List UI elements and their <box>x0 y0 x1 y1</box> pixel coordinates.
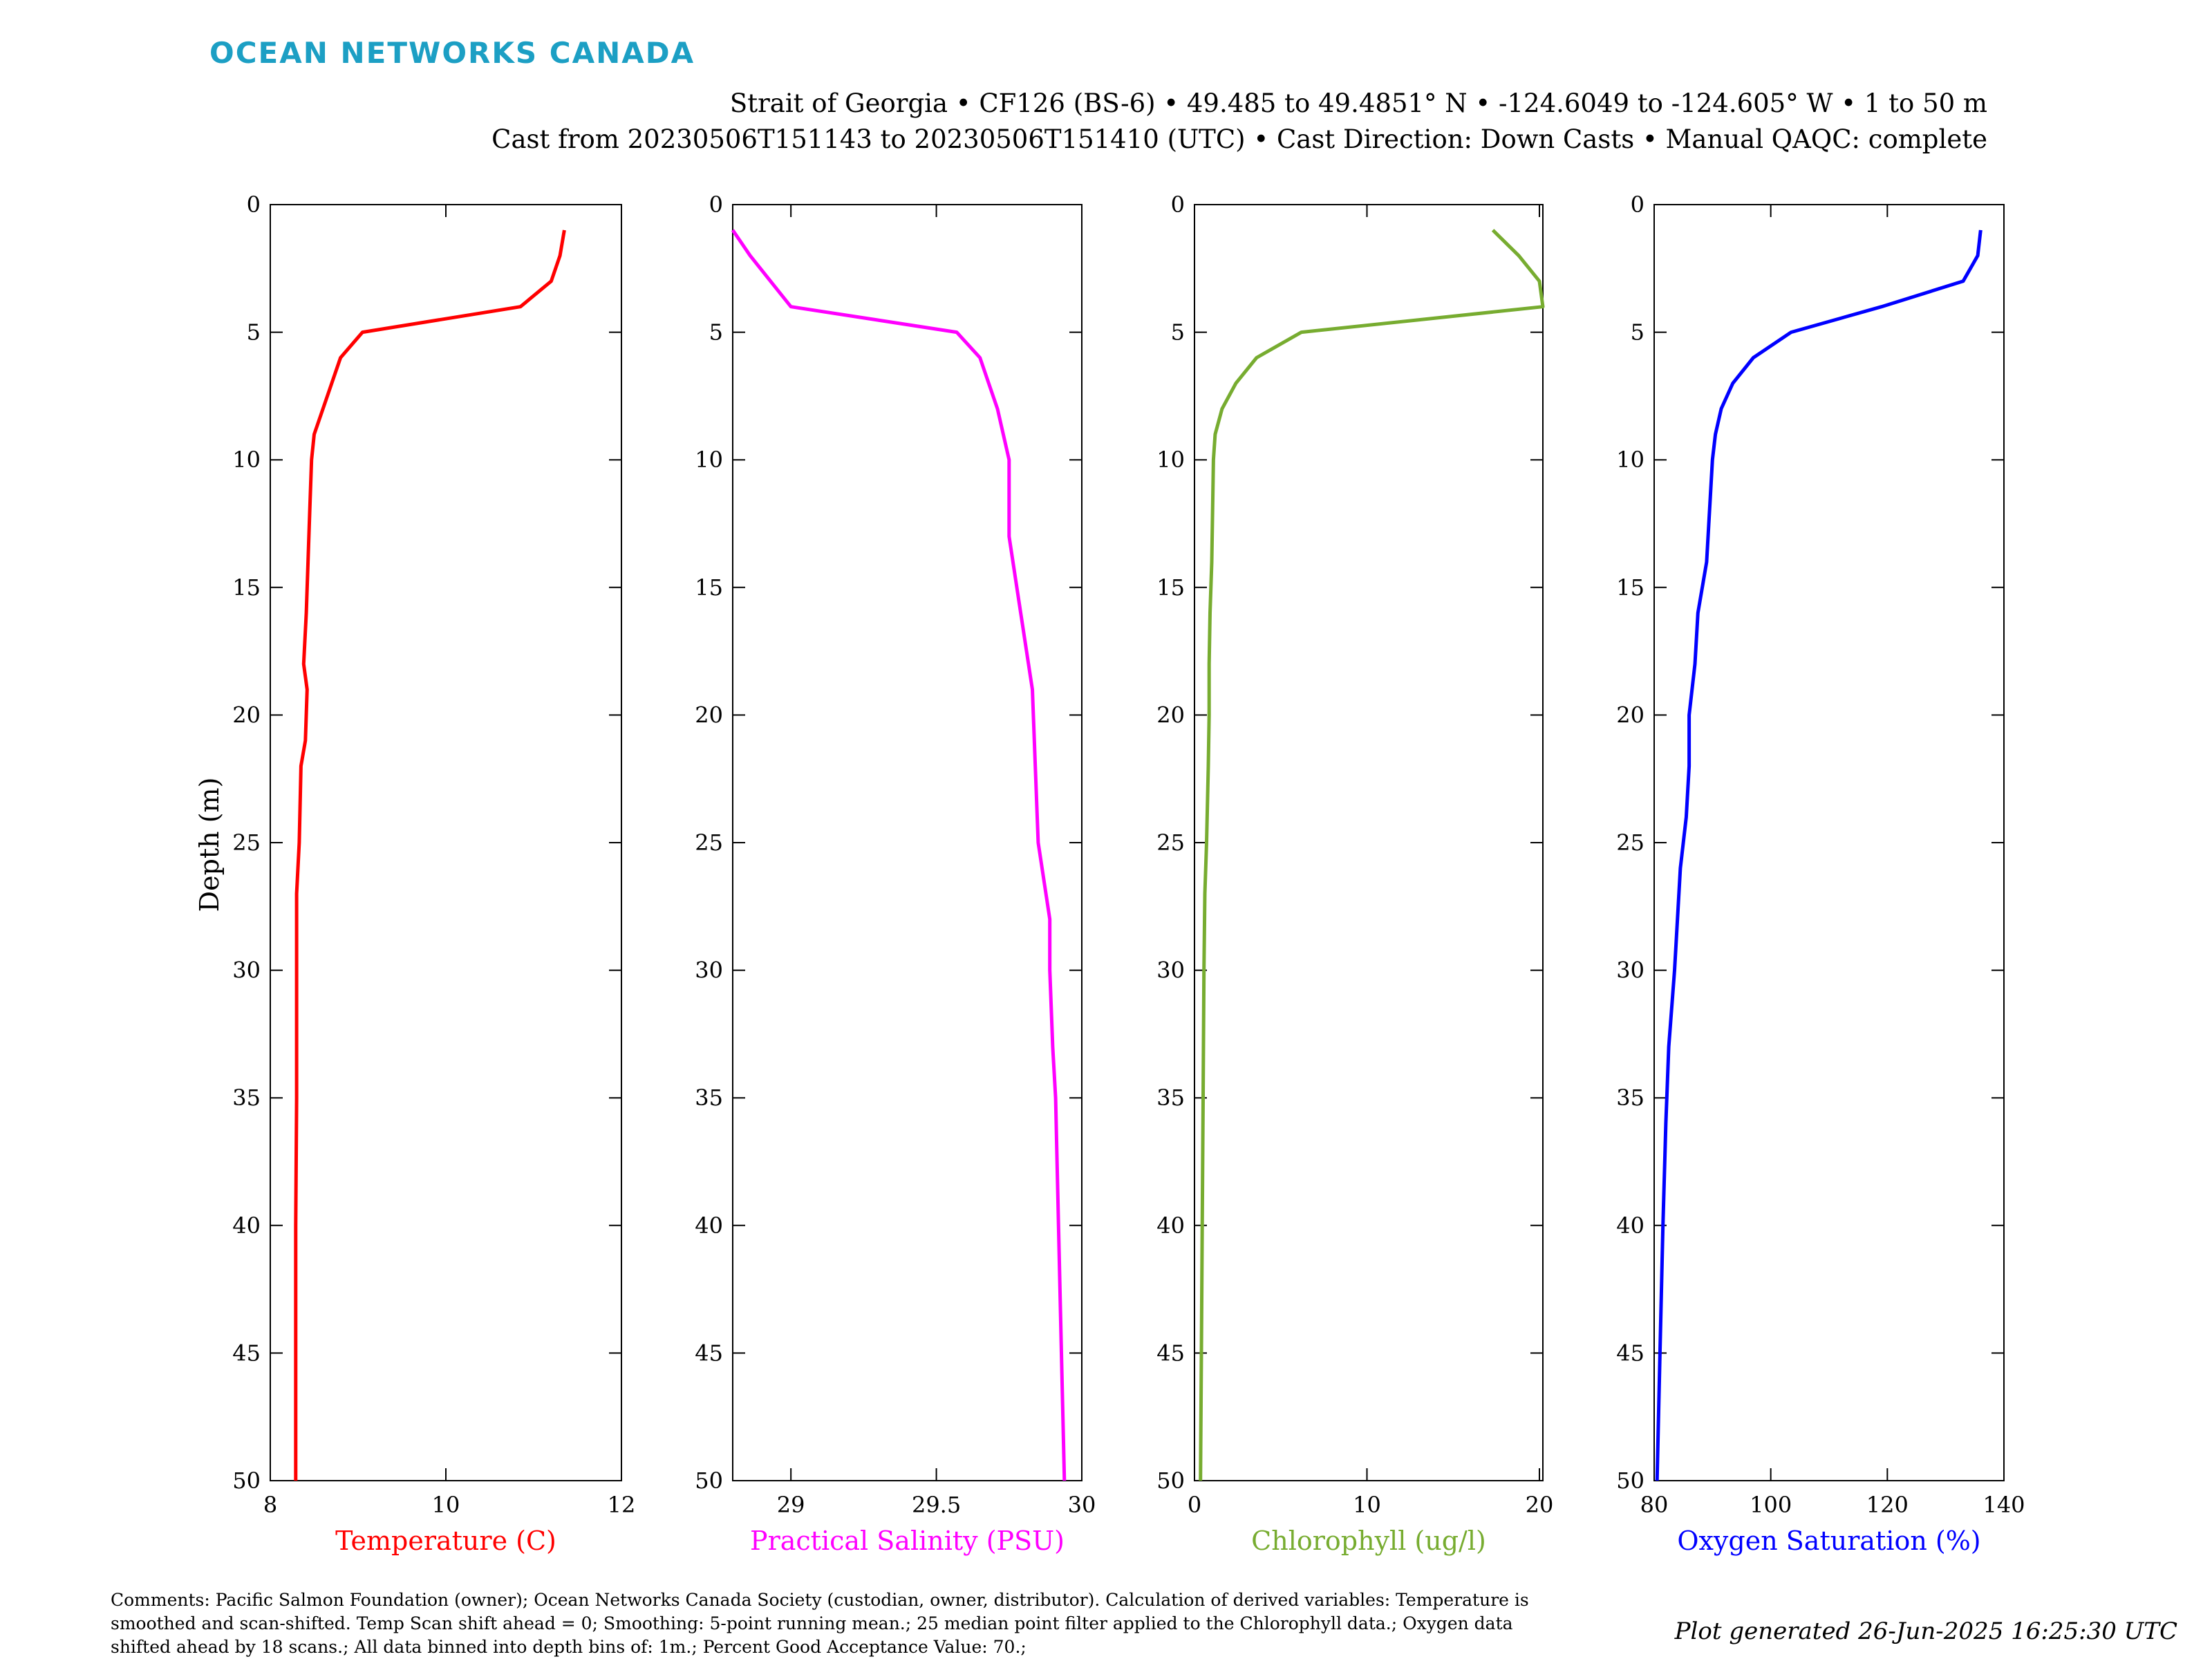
y-tick-label: 5 <box>1631 319 1644 346</box>
y-tick-label: 20 <box>695 702 723 728</box>
y-tick-label: 15 <box>232 574 261 601</box>
y-tick-label: 10 <box>1616 447 1644 473</box>
y-tick-label: 0 <box>1171 191 1185 218</box>
y-tick-label: 35 <box>695 1085 723 1111</box>
x-axis-label: Practical Salinity (PSU) <box>750 1526 1065 1556</box>
y-tick-label: 0 <box>247 191 261 218</box>
y-tick-label: 10 <box>1156 447 1185 473</box>
series-line <box>1199 229 1545 1481</box>
y-tick-label: 40 <box>1156 1212 1185 1239</box>
y-tick-label: 30 <box>695 957 723 984</box>
y-tick-label: 35 <box>232 1085 261 1111</box>
x-tick-label: 10 <box>1353 1492 1381 1518</box>
series-line <box>731 229 1067 1481</box>
x-tick-label: 120 <box>1866 1492 1909 1518</box>
y-tick-label: 20 <box>1616 702 1644 728</box>
y-tick-label: 5 <box>709 319 723 346</box>
y-tick-label: 45 <box>1156 1340 1185 1366</box>
y-tick-label: 20 <box>1156 702 1185 728</box>
y-tick-label: 10 <box>695 447 723 473</box>
comments-text: Comments: Pacific Salmon Foundation (own… <box>111 1590 1529 1657</box>
y-tick-label: 40 <box>695 1212 723 1239</box>
x-axis-label: Oxygen Saturation (%) <box>1677 1526 1980 1556</box>
x-axis-label: Temperature (C) <box>335 1526 556 1556</box>
x-tick-label: 20 <box>1526 1492 1554 1518</box>
x-tick-label: 8 <box>263 1492 277 1518</box>
x-tick-label: 140 <box>1983 1492 2025 1518</box>
y-tick-label: 0 <box>1631 191 1644 218</box>
x-tick-label: 29 <box>777 1492 805 1518</box>
y-tick-label: 35 <box>1616 1085 1644 1111</box>
y-tick-label: 50 <box>695 1468 723 1494</box>
x-tick-label: 80 <box>1640 1492 1669 1518</box>
plot-title-location: Strait of Georgia • CF126 (BS-6) • 49.48… <box>729 88 1987 118</box>
y-tick-label: 50 <box>232 1468 261 1494</box>
y-tick-label: 25 <box>1616 830 1644 856</box>
y-tick-label: 15 <box>695 574 723 601</box>
y-tick-label: 40 <box>1616 1212 1644 1239</box>
y-tick-label: 5 <box>1171 319 1185 346</box>
y-axis-label: Depth (m) <box>194 778 225 912</box>
x-tick-label: 12 <box>608 1492 636 1518</box>
y-tick-label: 30 <box>232 957 261 984</box>
brand-logo: OCEAN NETWORKS CANADA <box>209 36 695 70</box>
x-tick-label: 100 <box>1750 1492 1792 1518</box>
y-tick-label: 30 <box>1156 957 1185 984</box>
plot-title-cast: Cast from 20230506T151143 to 20230506T15… <box>491 124 1987 154</box>
y-tick-label: 15 <box>1156 574 1185 601</box>
panel-1: 0 5 10 15 20 25 30 35 40 45 508 10 12 Temperature (C) <box>232 191 635 1556</box>
x-axis-label: Chlorophyll (ug/l) <box>1251 1526 1486 1556</box>
series-line <box>294 229 566 1481</box>
axes-frame <box>270 204 622 1481</box>
y-tick-label: 25 <box>1156 830 1185 856</box>
y-tick-label: 15 <box>1616 574 1644 601</box>
y-tick-label: 10 <box>232 447 261 473</box>
y-tick-label: 50 <box>1156 1468 1185 1494</box>
axes-frame <box>732 204 1082 1481</box>
y-tick-label: 45 <box>232 1340 261 1366</box>
series-line <box>1655 229 1983 1481</box>
y-tick-label: 35 <box>1156 1085 1185 1111</box>
y-tick-label: 25 <box>695 830 723 856</box>
y-tick-label: 5 <box>247 319 261 346</box>
y-tick-label: 50 <box>1616 1468 1644 1494</box>
plot-generated-timestamp: Plot generated 26-Jun-2025 16:25:30 UTC <box>1674 1618 2177 1645</box>
y-tick-label: 45 <box>1616 1340 1644 1366</box>
axes-frame <box>1194 204 1544 1481</box>
x-tick-label: 0 <box>1188 1492 1201 1518</box>
y-tick-label: 40 <box>232 1212 261 1239</box>
x-tick-label: 29.5 <box>912 1492 961 1518</box>
y-tick-label: 45 <box>695 1340 723 1366</box>
x-tick-label: 10 <box>432 1492 460 1518</box>
y-tick-label: 0 <box>709 191 723 218</box>
y-tick-label: 30 <box>1616 957 1644 984</box>
x-tick-label: 30 <box>1068 1492 1096 1518</box>
y-tick-label: 20 <box>232 702 261 728</box>
axes-frame <box>1653 204 2005 1481</box>
y-tick-label: 25 <box>232 830 261 856</box>
